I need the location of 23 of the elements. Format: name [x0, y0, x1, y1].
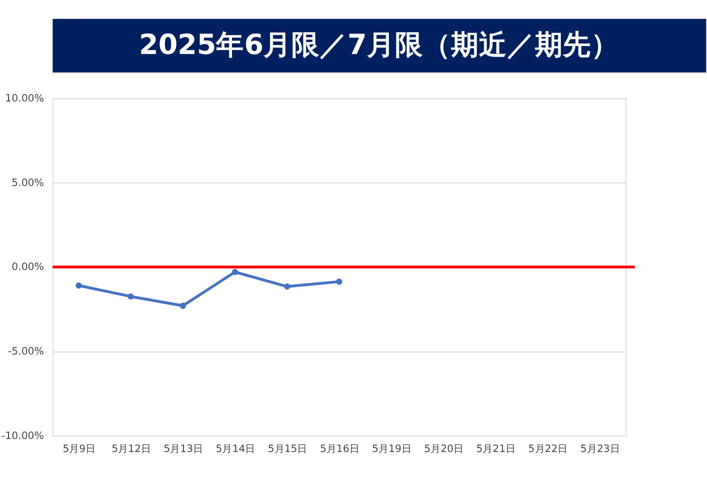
y-tick-label: 10.00% [5, 94, 44, 105]
point [76, 282, 82, 289]
point [336, 278, 342, 285]
y-tick-label: -10.00% [2, 430, 44, 442]
point [232, 268, 238, 276]
x-tick-label: 5月19日 [372, 444, 412, 455]
x-tick-label: 5月14日 [216, 444, 256, 455]
x-tick-label: 5月12日 [112, 444, 151, 455]
y-tick-label: -5.00% [8, 346, 44, 358]
chart-title: 2025年6月限／7月限（期近／期先） [139, 28, 619, 61]
x-tick-label: 5月13日 [164, 444, 204, 455]
x-tick-label: 5月20日 [424, 444, 464, 455]
y-tick-label: 0.00% [12, 262, 44, 274]
x-tick-label: 5月15日 [268, 444, 308, 455]
point [128, 293, 134, 300]
point [284, 283, 290, 290]
x-tick-label: 5月22日 [528, 444, 568, 455]
y-tick-label: 5.00% [12, 178, 44, 189]
point [180, 302, 186, 309]
x-tick-label: 5月21日 [476, 444, 516, 455]
x-tick-label: 5月23日 [580, 444, 620, 455]
x-tick-label: 5月9日 [62, 444, 96, 455]
x-tick-label: 5月16日 [320, 444, 360, 455]
